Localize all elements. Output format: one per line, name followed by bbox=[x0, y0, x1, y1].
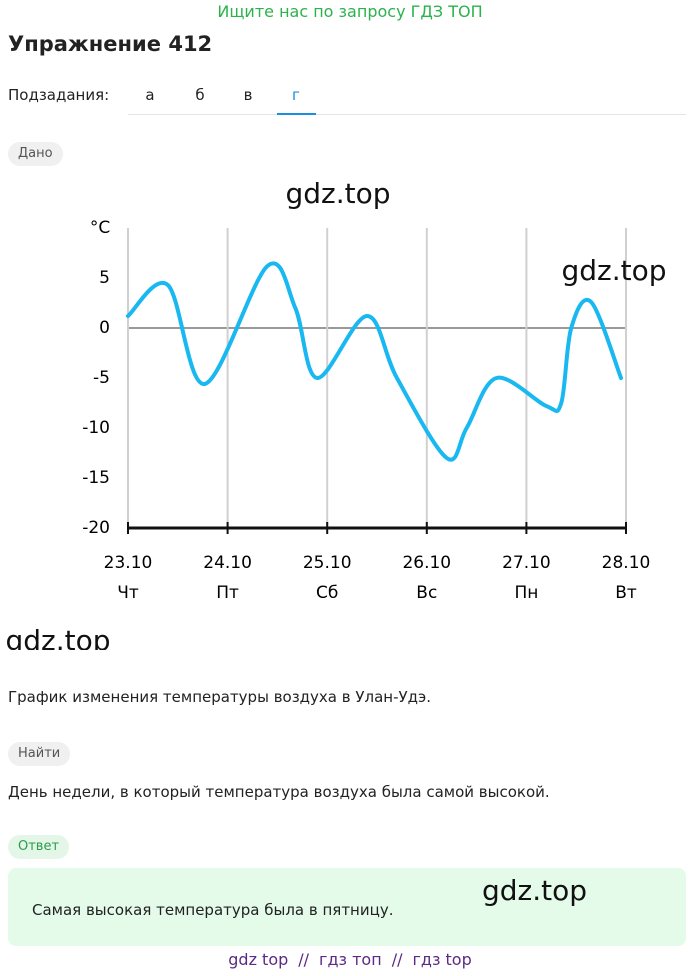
subtask-tab[interactable]: в bbox=[243, 86, 253, 104]
y-axis-label: °C bbox=[90, 218, 110, 238]
watermark: gdz.top bbox=[285, 177, 390, 210]
footer-link[interactable]: гдз топ bbox=[319, 950, 382, 969]
x-sublabel: Пт bbox=[216, 583, 239, 603]
y-tick-label: 0 bbox=[99, 318, 110, 338]
answer-pill: Ответ bbox=[8, 835, 70, 859]
x-sublabel: Сб bbox=[316, 583, 338, 603]
answer-text: Самая высокая температура была в пятницу… bbox=[32, 901, 394, 919]
x-tick-label: 25.10 bbox=[303, 553, 352, 573]
x-tick-label: 24.10 bbox=[203, 553, 252, 573]
y-tick-label: -10 bbox=[82, 418, 110, 438]
x-tick-label: 26.10 bbox=[402, 553, 451, 573]
tabs-divider bbox=[128, 114, 686, 115]
subtask-tab[interactable]: г bbox=[292, 86, 300, 104]
separator: // bbox=[298, 950, 310, 969]
watermark: gdz.top bbox=[482, 874, 588, 907]
y-tick-label: -15 bbox=[82, 468, 110, 488]
subtask-tab[interactable]: б bbox=[195, 86, 205, 104]
x-tick-label: 28.10 bbox=[602, 553, 651, 573]
x-sublabel: Вс bbox=[416, 583, 437, 603]
subtask-tab[interactable]: а bbox=[145, 86, 155, 104]
answer-box bbox=[8, 868, 686, 946]
y-tick-label: 5 bbox=[99, 268, 110, 288]
footer-link[interactable]: gdz top bbox=[228, 950, 289, 969]
x-tick-label: 23.10 bbox=[104, 553, 153, 573]
page-title: Упражнение 412 bbox=[8, 32, 213, 56]
find-pill: Найти bbox=[8, 742, 71, 766]
promo[interactable]: Ищите нас по запросу ГДЗ ТОП bbox=[217, 2, 483, 21]
chart: °C -20 -15 -10 -5 0 5 23.10 Чт 24.10 Пт 25.10 Сб 26.1… bbox=[5, 177, 666, 650]
footer: gdz top // гдз топ // гдз top bbox=[0, 950, 700, 969]
separator: // bbox=[391, 950, 403, 969]
find-text: День недели, в который температура возду… bbox=[8, 783, 550, 801]
x-sublabel: Чт bbox=[117, 583, 139, 603]
watermark: gdz.top bbox=[5, 624, 110, 650]
subtasks-label: Подзадания: bbox=[8, 86, 110, 104]
x-sublabel: Пн bbox=[514, 583, 538, 603]
x-sublabel: Вт bbox=[615, 583, 637, 603]
x-tick-label: 27.10 bbox=[502, 553, 551, 573]
given-pill: Дано bbox=[8, 142, 63, 166]
watermark: gdz.top bbox=[561, 254, 666, 287]
temperature-line bbox=[126, 261, 624, 462]
description: График изменения температуры воздуха в У… bbox=[8, 688, 432, 706]
footer-link[interactable]: гдз top bbox=[412, 950, 472, 969]
active-tab-underline bbox=[277, 113, 316, 115]
y-tick-label: -20 bbox=[82, 518, 110, 538]
y-tick-label: -5 bbox=[93, 368, 110, 388]
